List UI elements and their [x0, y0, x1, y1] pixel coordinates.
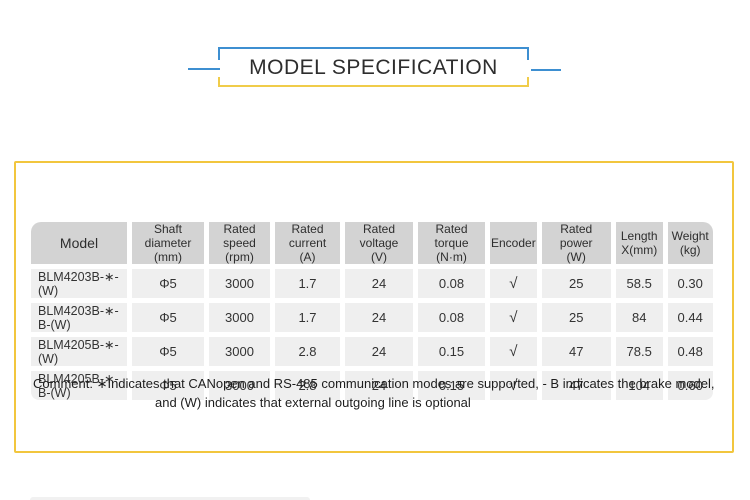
table-cell: 0.08 [418, 269, 485, 298]
table-cell: 0.48 [667, 337, 713, 366]
table-cell: 0.44 [667, 303, 713, 332]
table-cell: 3000 [209, 371, 270, 400]
table-cell: 47 [541, 371, 611, 400]
model-cell: BLM4205B-∗-(W) [31, 337, 127, 366]
table-cell: 2.8 [275, 371, 340, 400]
table-cell: 3000 [209, 337, 270, 366]
column-header: Shaft diameter (mm) [132, 222, 204, 264]
table-cell: 0.60 [667, 371, 713, 400]
comment-line-1: Comment: ∗Indicates that CANopen and RS-… [33, 376, 715, 391]
title-bottom-bracket-right-leg [527, 77, 529, 87]
table-cell: 78.5 [615, 337, 663, 366]
table-cell: 24 [345, 269, 413, 298]
title-top-bracket-right-leg [527, 47, 529, 60]
encoder-check-cell: √ [490, 371, 537, 400]
table-cell: Φ5 [132, 337, 204, 366]
page-title: MODEL SPECIFICATION [249, 56, 498, 79]
next-section-edge [30, 497, 310, 500]
table-cell: 3000 [209, 269, 270, 298]
table-comment: Comment: ∗Indicates that CANopen and RS-… [33, 375, 723, 412]
table-cell: 0.15 [418, 371, 485, 400]
encoder-check-cell: √ [490, 269, 537, 298]
encoder-check-cell: √ [490, 303, 537, 332]
column-header: Rated speed (rpm) [209, 222, 270, 264]
table-cell: 2.8 [275, 337, 340, 366]
table-cell: 25 [541, 303, 611, 332]
table-cell: 0.30 [667, 269, 713, 298]
comment-line-2: and (W) indicates that external outgoing… [155, 394, 471, 410]
specification-table: Model Shaft diameter (mm) Rated speed (rpm) R… [26, 217, 718, 405]
model-cell: BLM4203B-∗-(W) [31, 269, 127, 298]
column-header: Model [31, 222, 127, 264]
table-cell: Φ5 [132, 371, 204, 400]
model-cell: BLM4205B-∗-B-(W) [31, 371, 127, 400]
table-cell: 84 [615, 303, 663, 332]
table-cell: 104 [615, 371, 663, 400]
table-cell: 24 [345, 371, 413, 400]
table-cell: Φ5 [132, 269, 204, 298]
title-top-bracket-left-leg [218, 47, 220, 60]
table-cell: 58.5 [615, 269, 663, 298]
table-header-row: Model Shaft diameter (mm) Rated speed (rpm) R… [31, 222, 713, 264]
table-cell: 0.15 [418, 337, 485, 366]
title-left-dash [188, 68, 220, 70]
column-header: Weight (kg) [667, 222, 713, 264]
table-cell: Φ5 [132, 303, 204, 332]
table-row: BLM4205B-∗-(W) Φ5 3000 2.8 24 0.15 √ 47 78.5 0.48 [31, 337, 713, 366]
table-cell: 24 [345, 337, 413, 366]
column-header: Rated torque (N·m) [418, 222, 485, 264]
title-top-bracket-line [218, 47, 529, 49]
column-header: Length X(mm) [615, 222, 663, 264]
title-bottom-bracket-left-leg [218, 77, 220, 87]
table-row: BLM4203B-∗-(W) Φ5 3000 1.7 24 0.08 √ 25 58.5 0.30 [31, 269, 713, 298]
encoder-check-cell: √ [490, 337, 537, 366]
column-header: Rated current (A) [275, 222, 340, 264]
model-cell: BLM4203B-∗-B-(W) [31, 303, 127, 332]
table-cell: 47 [541, 337, 611, 366]
table-cell: 1.7 [275, 303, 340, 332]
table-cell: 3000 [209, 303, 270, 332]
title-bottom-bracket-line [218, 85, 529, 87]
table-cell: 25 [541, 269, 611, 298]
table-cell: 24 [345, 303, 413, 332]
column-header: Encoder [490, 222, 537, 264]
column-header: Rated power (W) [541, 222, 611, 264]
table-row: BLM4203B-∗-B-(W) Φ5 3000 1.7 24 0.08 √ 25 84 0.44 [31, 303, 713, 332]
title-right-dash [531, 69, 561, 71]
table-cell: 1.7 [275, 269, 340, 298]
table-cell: 0.08 [418, 303, 485, 332]
table-row: BLM4205B-∗-B-(W) Φ5 3000 2.8 24 0.15 √ 47 104 0.6… [31, 371, 713, 400]
column-header: Rated voltage (V) [345, 222, 413, 264]
section-title-block: MODEL SPECIFICATION [218, 47, 529, 87]
